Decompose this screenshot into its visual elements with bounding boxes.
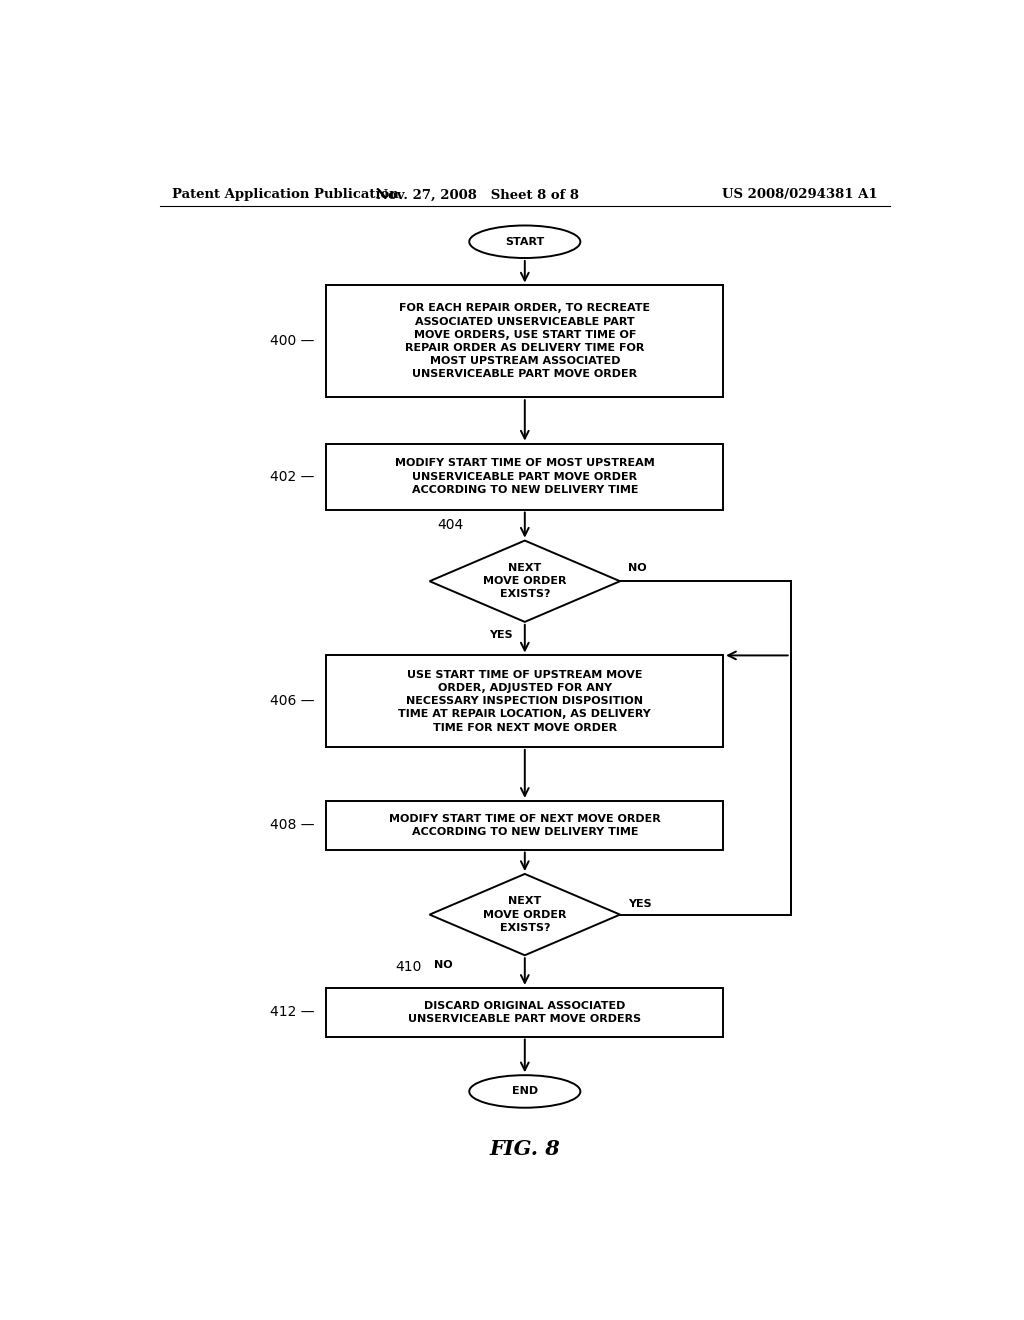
- Text: 402 —: 402 —: [270, 470, 314, 483]
- Ellipse shape: [469, 226, 581, 257]
- Text: DISCARD ORIGINAL ASSOCIATED
UNSERVICEABLE PART MOVE ORDERS: DISCARD ORIGINAL ASSOCIATED UNSERVICEABL…: [409, 1001, 641, 1024]
- Text: START: START: [505, 236, 545, 247]
- Text: FIG. 8: FIG. 8: [489, 1139, 560, 1159]
- Text: END: END: [512, 1086, 538, 1097]
- Ellipse shape: [469, 1076, 581, 1107]
- Text: Patent Application Publication: Patent Application Publication: [172, 189, 398, 202]
- Text: Nov. 27, 2008   Sheet 8 of 8: Nov. 27, 2008 Sheet 8 of 8: [376, 189, 579, 202]
- Text: US 2008/0294381 A1: US 2008/0294381 A1: [722, 189, 878, 202]
- FancyBboxPatch shape: [327, 444, 723, 510]
- Text: MODIFY START TIME OF NEXT MOVE ORDER
ACCORDING TO NEW DELIVERY TIME: MODIFY START TIME OF NEXT MOVE ORDER ACC…: [389, 813, 660, 837]
- Text: NEXT
MOVE ORDER
EXISTS?: NEXT MOVE ORDER EXISTS?: [483, 896, 566, 933]
- Polygon shape: [430, 874, 620, 956]
- Text: NEXT
MOVE ORDER
EXISTS?: NEXT MOVE ORDER EXISTS?: [483, 564, 566, 599]
- Text: 406 —: 406 —: [270, 694, 314, 708]
- FancyBboxPatch shape: [327, 987, 723, 1036]
- Text: 400 —: 400 —: [270, 334, 314, 348]
- FancyBboxPatch shape: [327, 801, 723, 850]
- Text: MODIFY START TIME OF MOST UPSTREAM
UNSERVICEABLE PART MOVE ORDER
ACCORDING TO NE: MODIFY START TIME OF MOST UPSTREAM UNSER…: [395, 458, 654, 495]
- Text: 408 —: 408 —: [270, 818, 314, 832]
- Text: 410: 410: [395, 961, 422, 974]
- Text: USE START TIME OF UPSTREAM MOVE
ORDER, ADJUSTED FOR ANY
NECESSARY INSPECTION DIS: USE START TIME OF UPSTREAM MOVE ORDER, A…: [398, 669, 651, 733]
- Text: 412 —: 412 —: [270, 1005, 314, 1019]
- FancyBboxPatch shape: [327, 285, 723, 397]
- Text: YES: YES: [628, 899, 651, 908]
- Text: YES: YES: [489, 630, 513, 640]
- FancyBboxPatch shape: [327, 656, 723, 747]
- Text: NO: NO: [433, 961, 453, 970]
- Text: NO: NO: [628, 564, 646, 573]
- Text: FOR EACH REPAIR ORDER, TO RECREATE
ASSOCIATED UNSERVICEABLE PART
MOVE ORDERS, US: FOR EACH REPAIR ORDER, TO RECREATE ASSOC…: [399, 304, 650, 379]
- Polygon shape: [430, 541, 620, 622]
- Text: 404: 404: [437, 519, 464, 532]
